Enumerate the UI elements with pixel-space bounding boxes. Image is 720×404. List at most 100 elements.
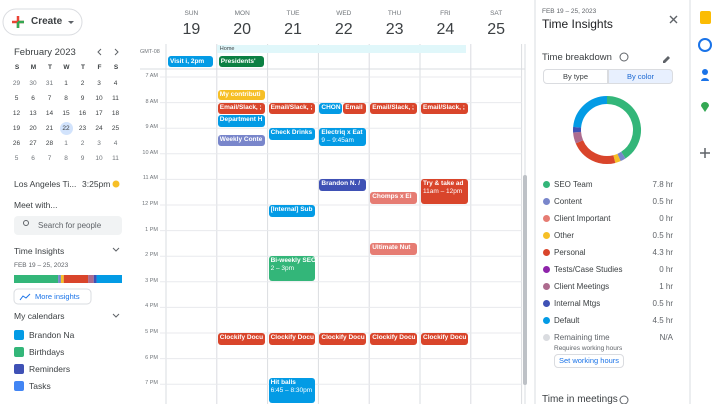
set-working-hours[interactable]: Set working hours xyxy=(554,354,625,368)
calendar-event[interactable]: Email xyxy=(343,102,367,115)
add-icon[interactable] xyxy=(700,148,710,158)
calendar-checkbox[interactable] xyxy=(14,364,24,374)
calendar-event[interactable]: Weekly Conte xyxy=(217,134,265,147)
calendar-checkbox[interactable] xyxy=(14,381,24,391)
calendar-event[interactable]: Department H xyxy=(217,115,265,128)
day-date[interactable]: 25 xyxy=(487,21,506,38)
breakdown-tab[interactable]: By color xyxy=(608,69,673,84)
donut-segment xyxy=(573,96,608,128)
mini-day[interactable]: 11 xyxy=(112,95,119,102)
more-insights-button[interactable] xyxy=(13,288,92,305)
mini-day[interactable]: 25 xyxy=(111,125,120,132)
calendar-event[interactable]: Ultimate Nut xyxy=(370,243,417,256)
mini-day[interactable]: 6 xyxy=(31,95,35,102)
mini-day[interactable]: 5 xyxy=(14,155,19,162)
mini-day[interactable]: 22 xyxy=(59,122,73,135)
day-date[interactable]: 19 xyxy=(182,21,201,38)
contacts-icon[interactable] xyxy=(702,69,708,75)
day-date[interactable]: 22 xyxy=(334,21,353,38)
mini-day[interactable]: 12 xyxy=(12,110,21,117)
help-icon[interactable] xyxy=(619,52,629,62)
calendar-event[interactable]: Clockify Docu xyxy=(268,333,316,345)
mini-day[interactable]: 3 xyxy=(97,140,101,147)
all-day-event[interactable]: Presidents' xyxy=(218,56,264,67)
month-arrows[interactable] xyxy=(97,48,119,56)
calendar-event[interactable]: Clockify Docu xyxy=(217,333,265,345)
day-date[interactable]: 20 xyxy=(233,21,252,38)
collapse-carets[interactable] xyxy=(112,247,120,318)
mini-day[interactable]: 1 xyxy=(64,140,68,147)
search-placeholder[interactable]: Search for people xyxy=(38,221,102,230)
calendar-event[interactable]: Email/Slack, ; xyxy=(268,102,316,115)
day-date[interactable]: 21 xyxy=(284,21,302,38)
calendar-event[interactable]: Try & take ad 11am – 12pm xyxy=(421,179,468,204)
calendar-event[interactable]: CHON xyxy=(319,102,343,115)
mini-day[interactable]: 5 xyxy=(14,95,19,102)
tasks-icon[interactable] xyxy=(698,38,712,52)
mini-day[interactable]: 2 xyxy=(80,140,85,147)
calendar-event[interactable]: Email/Slack, ; xyxy=(421,102,468,115)
more-insights[interactable]: More insights xyxy=(35,292,80,301)
mini-day[interactable]: 4 xyxy=(113,80,118,87)
mini-day[interactable]: 11 xyxy=(112,155,119,162)
mini-day[interactable]: 19 xyxy=(12,125,21,132)
mini-day[interactable]: 8 xyxy=(64,95,68,102)
calendar-event[interactable]: Check Drinks xyxy=(268,128,316,140)
calendar-event[interactable]: Brandon N. / xyxy=(319,179,367,192)
help-icon[interactable] xyxy=(619,395,629,404)
day-date[interactable]: 23 xyxy=(385,21,404,38)
mini-day[interactable]: 31 xyxy=(45,80,54,87)
mini-day[interactable]: 4 xyxy=(113,140,118,147)
mini-day[interactable]: 6 xyxy=(31,155,35,162)
mini-day[interactable]: 30 xyxy=(29,80,37,87)
mini-day[interactable]: 28 xyxy=(45,140,54,147)
create-button[interactable] xyxy=(2,8,83,36)
mini-day[interactable]: 21 xyxy=(45,125,54,132)
all-day-event[interactable]: Visit i, 2pm xyxy=(168,56,213,67)
close-icon[interactable] xyxy=(669,15,678,24)
calendar-checkbox[interactable] xyxy=(14,330,24,340)
mini-day[interactable]: 7 xyxy=(47,155,52,162)
calendar-event[interactable]: Email/Slack, ; xyxy=(370,102,417,115)
mini-day[interactable]: 10 xyxy=(95,155,103,162)
calendar-event[interactable]: Hit balls 6:45 – 8:30pm xyxy=(268,377,316,403)
breakdown-tab[interactable]: By type xyxy=(543,69,608,84)
calendar-checkbox[interactable] xyxy=(14,347,24,357)
keep-icon[interactable] xyxy=(700,11,711,24)
mini-day[interactable]: 17 xyxy=(95,110,103,117)
calendar-event[interactable]: Electriq x Eat 9 – 9:45am xyxy=(319,128,367,147)
mini-day[interactable]: 16 xyxy=(78,110,87,117)
mini-day[interactable]: 2 xyxy=(80,80,85,87)
calendar-event[interactable]: [Internal] Sub xyxy=(268,205,316,217)
mini-day[interactable]: 29 xyxy=(12,80,21,87)
mini-day[interactable]: 7 xyxy=(47,95,52,102)
mini-day[interactable]: 23 xyxy=(78,125,87,132)
calendar-event[interactable]: Clockify Docu xyxy=(319,333,367,345)
mini-day[interactable]: 27 xyxy=(29,140,37,147)
calendar-event[interactable]: Chomps x Ei xyxy=(370,192,417,204)
mini-day[interactable]: 13 xyxy=(29,110,37,117)
scrollbar[interactable] xyxy=(523,175,527,385)
mini-day[interactable]: 9 xyxy=(80,95,85,102)
mini-day[interactable]: 9 xyxy=(80,155,85,162)
mini-day[interactable]: 1 xyxy=(64,80,68,87)
mini-day[interactable]: 10 xyxy=(95,95,103,102)
maps-icon[interactable] xyxy=(701,102,709,112)
edit-icon[interactable] xyxy=(663,56,670,63)
calendar-event[interactable]: Bi-weekly SEO 2 – 3pm xyxy=(268,256,316,281)
mini-day[interactable]: 8 xyxy=(64,155,68,162)
calendar-event[interactable]: Email/Slack, ; xyxy=(217,102,265,115)
day-date[interactable]: 24 xyxy=(436,21,455,38)
search-box[interactable] xyxy=(14,216,122,235)
mini-day[interactable]: 15 xyxy=(62,110,70,117)
calendar-event[interactable]: Clockify Docu xyxy=(421,333,468,345)
calendar-event[interactable]: Clockify Docu xyxy=(370,333,417,345)
mini-day[interactable]: 3 xyxy=(97,80,101,87)
create-label[interactable]: Create xyxy=(31,16,63,27)
mini-day[interactable]: 18 xyxy=(111,110,120,117)
calendar-event[interactable]: My contributi xyxy=(217,89,265,101)
mini-day[interactable]: 26 xyxy=(12,140,21,147)
mini-day[interactable]: 20 xyxy=(29,125,37,132)
mini-day[interactable]: 24 xyxy=(95,125,103,132)
mini-day[interactable]: 14 xyxy=(45,110,54,117)
